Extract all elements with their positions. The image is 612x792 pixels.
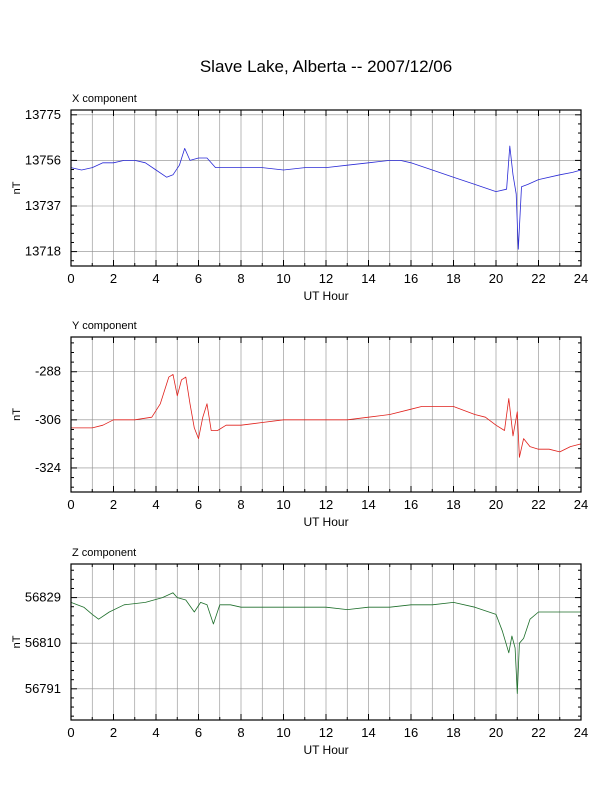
z-x-tick-label: 12	[319, 725, 333, 740]
x-y-tick-label: 13718	[25, 244, 61, 259]
x-y-tick-label: 13756	[25, 152, 61, 167]
x-x-tick-label: 12	[319, 271, 333, 286]
x-y-tick-label: 13737	[25, 198, 61, 213]
x-x-tick-label: 24	[574, 271, 588, 286]
y-x-tick-label: 20	[489, 497, 503, 512]
z-series-line	[70, 592, 581, 694]
x-y-tick-label: 13775	[25, 107, 61, 122]
z-y-tick-label: 56810	[25, 635, 61, 650]
y-panel-label: Y component	[72, 320, 137, 332]
x-x-tick-label: 22	[531, 271, 545, 286]
x-series-line	[70, 145, 582, 250]
z-x-tick-label: 14	[361, 725, 375, 740]
z-x-tick-label: 16	[404, 725, 418, 740]
z-x-tick-label: 2	[110, 725, 117, 740]
y-x-tick-label: 18	[446, 497, 460, 512]
z-x-tick-label: 22	[531, 725, 545, 740]
z-panel-label: Z component	[72, 547, 136, 559]
y-x-tick-label: 22	[531, 497, 545, 512]
x-x-tick-label: 10	[276, 271, 290, 286]
y-y-tick-label: -324	[35, 460, 61, 475]
x-panel-label: X component	[72, 93, 137, 105]
x-x-tick-label: 2	[110, 271, 117, 286]
z-x-tick-label: 8	[237, 725, 244, 740]
y-y-tick-label: -288	[35, 364, 61, 379]
x-x-tick-label: 14	[361, 271, 375, 286]
x-x-tick-label: 16	[404, 271, 418, 286]
z-x-tick-label: 24	[574, 725, 588, 740]
y-x-tick-label: 0	[67, 497, 74, 512]
x-x-tick-label: 8	[237, 271, 244, 286]
x-x-axis-label: UT Hour	[303, 289, 348, 303]
y-x-tick-label: 6	[195, 497, 202, 512]
y-x-tick-label: 10	[276, 497, 290, 512]
z-x-tick-label: 4	[152, 725, 159, 740]
z-y-tick-label: 56829	[25, 590, 61, 605]
y-x-tick-label: 14	[361, 497, 375, 512]
z-x-tick-label: 6	[195, 725, 202, 740]
chart-title: Slave Lake, Alberta -- 2007/12/06	[199, 57, 453, 76]
y-series-line	[71, 373, 582, 458]
y-x-tick-label: 2	[110, 497, 117, 512]
x-x-tick-label: 0	[67, 271, 74, 286]
x-x-tick-label: 6	[195, 271, 202, 286]
y-x-tick-label: 24	[574, 497, 588, 512]
z-x-axis-label: UT Hour	[303, 743, 348, 757]
y-x-tick-label: 12	[319, 497, 333, 512]
z-y-tick-label: 56791	[25, 681, 61, 696]
y-x-tick-label: 4	[152, 497, 159, 512]
y-x-axis-label: UT Hour	[303, 515, 348, 529]
z-x-tick-label: 10	[276, 725, 290, 740]
z-x-tick-label: 0	[67, 725, 74, 740]
y-y-axis-label: nT	[11, 408, 23, 421]
z-x-tick-label: 18	[446, 725, 460, 740]
y-x-tick-label: 16	[404, 497, 418, 512]
z-y-axis-label: nT	[11, 635, 23, 648]
x-x-tick-label: 20	[489, 271, 503, 286]
y-x-tick-label: 8	[237, 497, 244, 512]
x-component-panel: 0 2 4 6 8 10 12 14 16 18 20 22 241377513756137371371…	[11, 93, 588, 303]
x-x-tick-label: 4	[152, 271, 159, 286]
y-y-tick-label: -306	[35, 412, 61, 427]
x-y-axis-label: nT	[11, 181, 23, 194]
z-x-tick-label: 20	[489, 725, 503, 740]
x-x-tick-label: 18	[446, 271, 460, 286]
